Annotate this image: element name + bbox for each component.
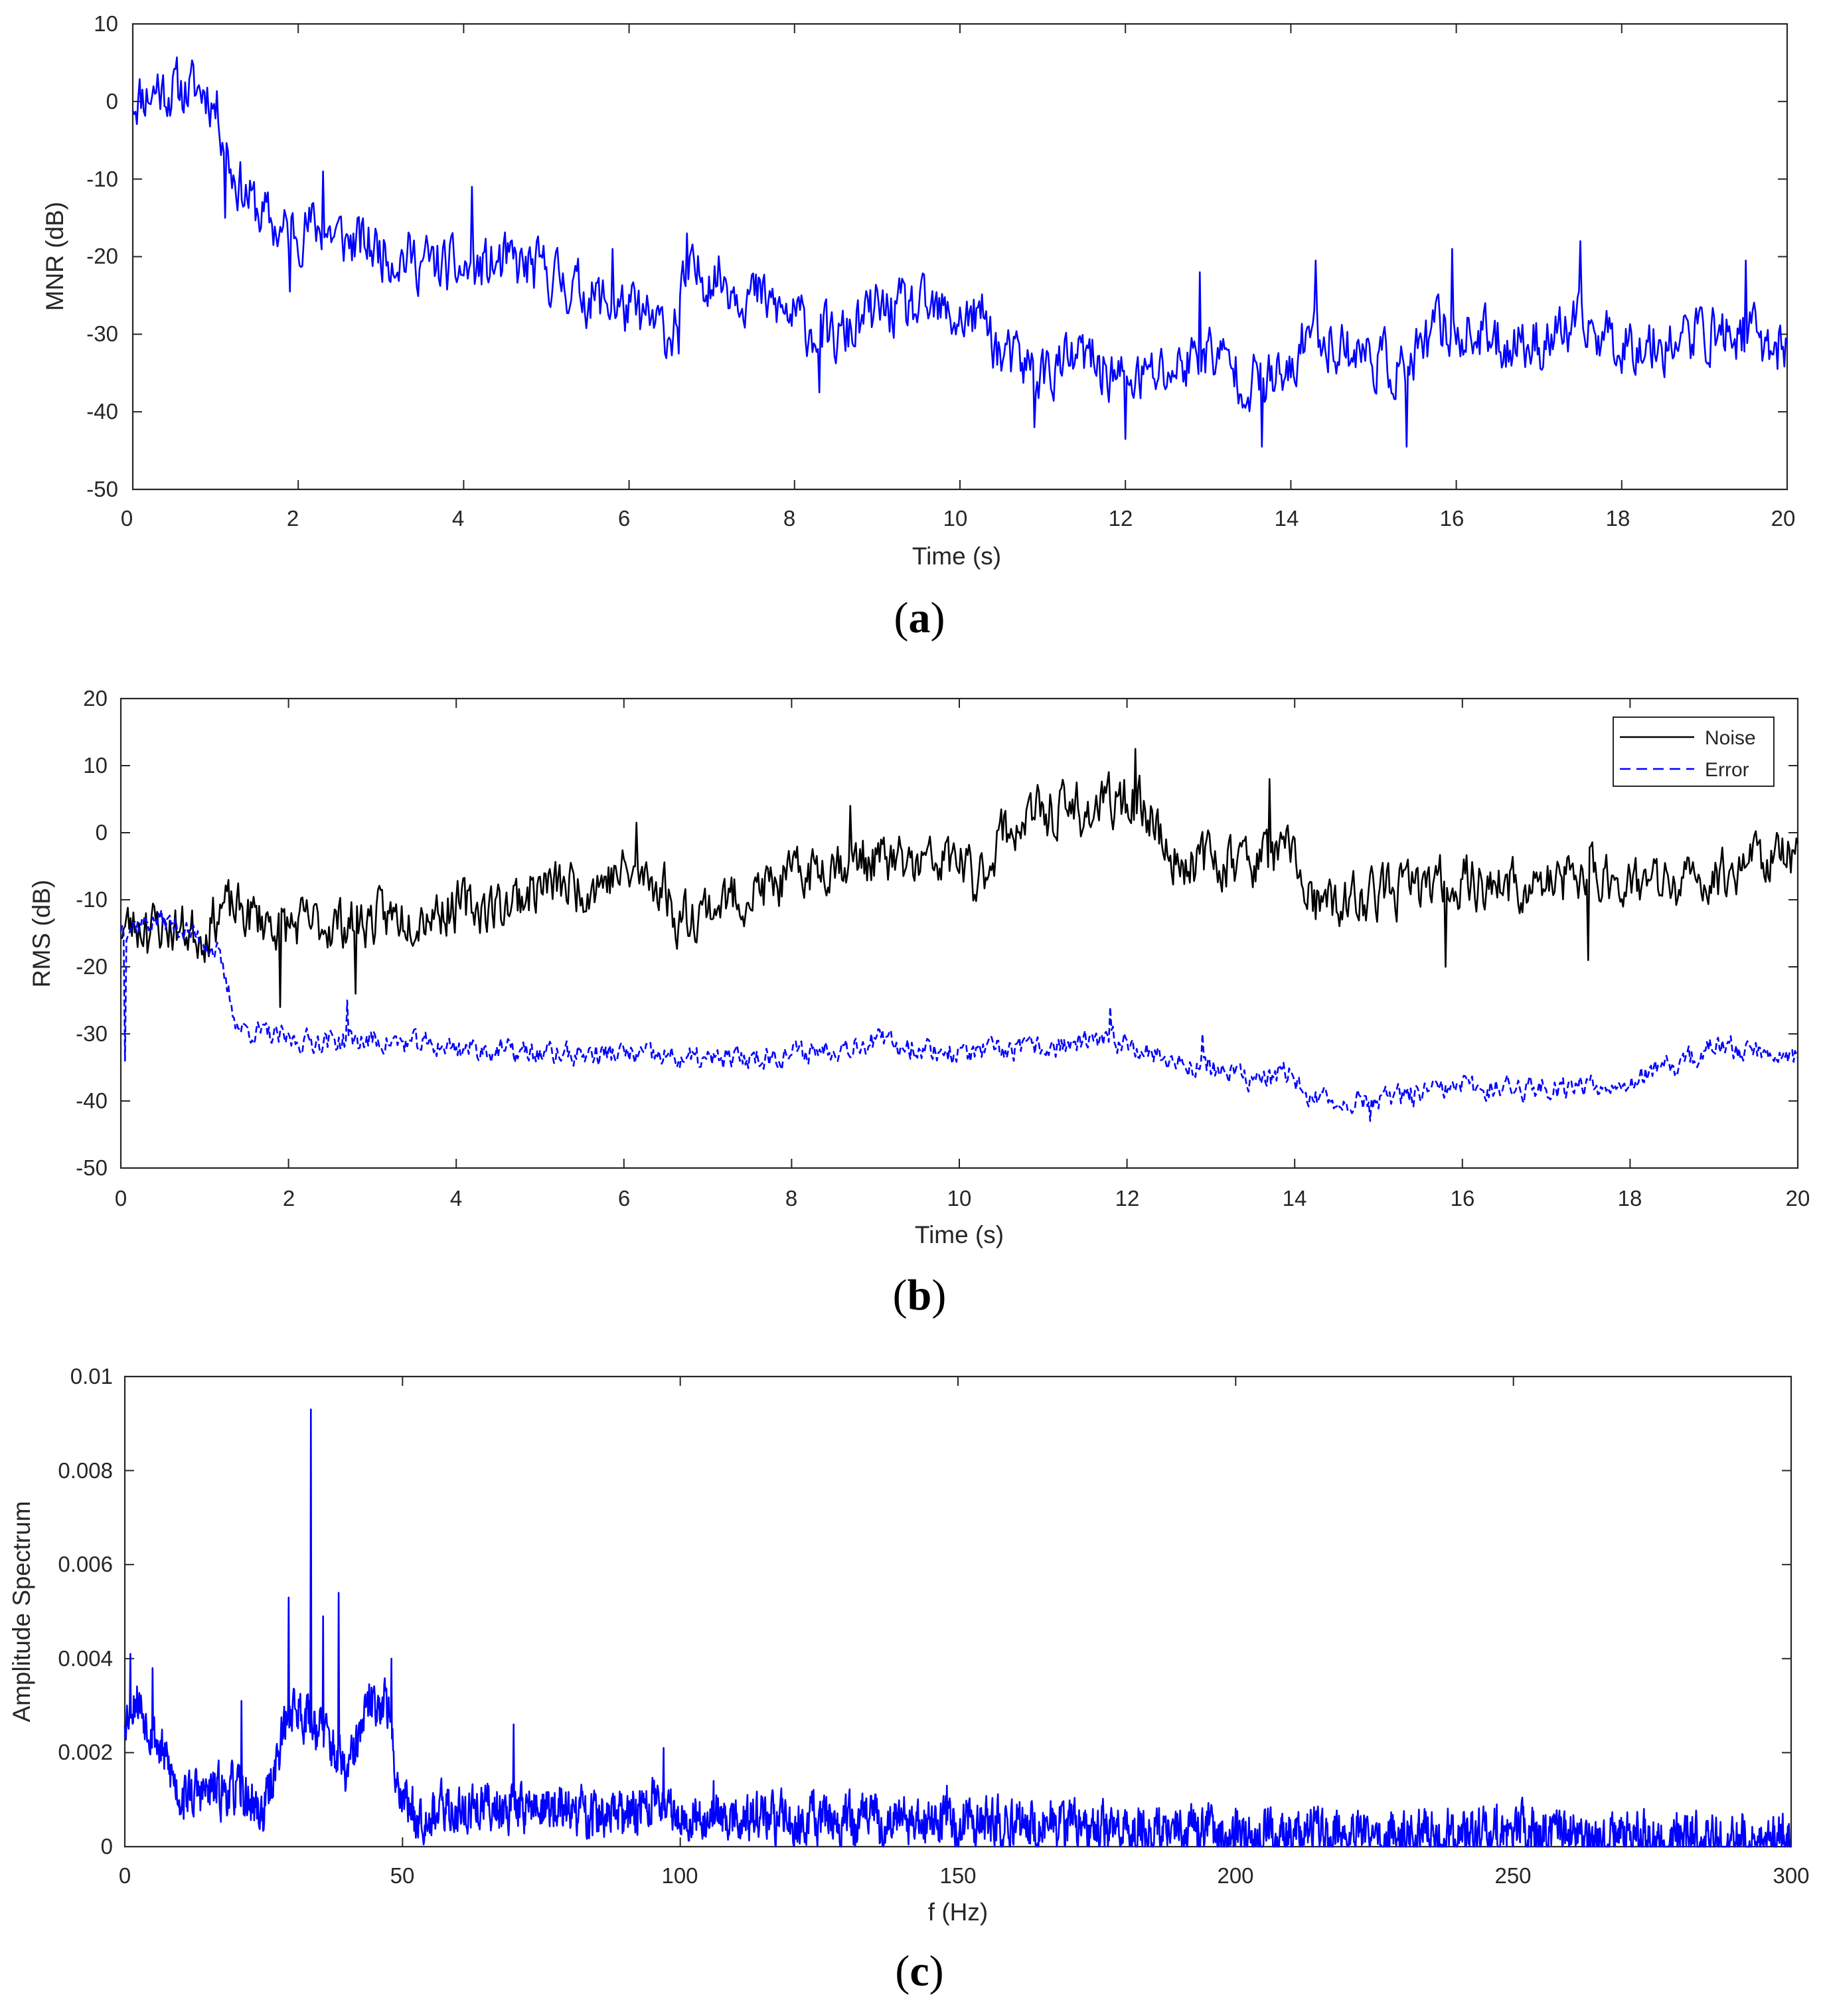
x-tick-label: 250	[1494, 1863, 1531, 1888]
series-line-noise	[120, 748, 1799, 1008]
x-tick-label: 0	[119, 1863, 131, 1888]
y-tick-label: -40	[76, 1088, 108, 1113]
caption-letter: c	[910, 1947, 929, 1995]
y-tick-label: -50	[86, 477, 118, 501]
y-tick-label: -10	[76, 887, 108, 912]
legend-box	[1613, 716, 1775, 787]
y-tick-label: -40	[86, 399, 118, 424]
x-tick-label: 8	[785, 1186, 797, 1211]
x-tick-labels-c: 0 50 100 150 200 250 300	[119, 1863, 1810, 1888]
x-tick-labels-b: 0 2 4 6 8 10 12 14 16 18 20	[115, 1186, 1810, 1211]
y-tick-label: -30	[86, 321, 118, 346]
x-tick-label: 2	[283, 1186, 295, 1211]
x-tick-label: 6	[618, 506, 630, 531]
x-axis-label-c: f (Hz)	[928, 1898, 988, 1926]
legend-label-error: Error	[1705, 759, 1749, 781]
x-tick-label: 4	[452, 506, 464, 531]
x-tick-label: 12	[1109, 506, 1133, 531]
caption-open: (	[895, 1947, 910, 1995]
y-tick-label: -50	[76, 1155, 108, 1180]
y-axis-label-a: MNR (dB)	[41, 202, 68, 311]
x-tick-label: 8	[783, 506, 795, 531]
x-tick-labels-a: 0 2 4 6 8 10 12 14 16 18 20	[121, 506, 1796, 531]
legend: Noise Error	[1613, 716, 1775, 787]
series-layer-a	[131, 56, 1788, 448]
series-layer-c	[123, 1408, 1792, 1848]
y-tick-label: 0	[106, 89, 118, 114]
caption-b: (b)	[893, 1271, 947, 1319]
x-tick-label: 2	[287, 506, 299, 531]
x-tick-label: 10	[943, 506, 968, 531]
y-tick-labels-a: 10 0 -10 -20 -30 -40 -50	[86, 11, 118, 501]
series-line-amplitude	[123, 1408, 1792, 1848]
panel-a: 0 2 4 6 8 10 12 14 16 18 20 10 0 -10 -20…	[41, 11, 1795, 642]
y-tick-label: -10	[86, 167, 118, 191]
y-tick-labels-b: 20 10 0 -10 -20 -30 -40 -50	[76, 686, 108, 1180]
caption-a: (a)	[894, 594, 945, 642]
y-tick-label: 0.01	[70, 1364, 113, 1388]
tick-marks-b	[120, 698, 1798, 1169]
y-tick-label: 0.006	[58, 1552, 113, 1576]
y-tick-label: 0	[101, 1834, 113, 1859]
x-tick-label: 14	[1283, 1186, 1307, 1211]
x-tick-label: 18	[1618, 1186, 1642, 1211]
x-tick-label: 100	[661, 1863, 698, 1888]
x-tick-label: 10	[947, 1186, 972, 1211]
y-tick-label: 20	[83, 686, 108, 711]
y-tick-label: -30	[76, 1021, 108, 1046]
y-tick-labels-c: 0.01 0.008 0.006 0.004 0.002 0	[58, 1364, 113, 1859]
x-tick-label: 300	[1773, 1863, 1809, 1888]
x-tick-label: 12	[1115, 1186, 1140, 1211]
tick-marks-a	[132, 23, 1788, 490]
plot-frame-c	[123, 1375, 1792, 1848]
y-tick-label: 0.004	[58, 1646, 113, 1671]
x-tick-label: 0	[121, 506, 133, 531]
tick-marks-c	[124, 1376, 1792, 1847]
caption-open: (	[894, 594, 909, 642]
x-tick-label: 4	[450, 1186, 462, 1211]
x-tick-label: 16	[1440, 506, 1465, 531]
caption-close: )	[929, 1947, 944, 1995]
caption-c: (c)	[895, 1947, 943, 1995]
x-axis-label-a: Time (s)	[912, 543, 1001, 570]
panel-c: 0 50 100 150 200 250 300 0.01 0.008 0.00…	[8, 1364, 1810, 1995]
x-tick-label: 16	[1451, 1186, 1475, 1211]
panel-b: 0 2 4 6 8 10 12 14 16 18 20 20 10 0 -10 …	[28, 686, 1810, 1319]
x-tick-label: 20	[1786, 1186, 1810, 1211]
y-tick-label: -20	[76, 954, 108, 979]
x-tick-label: 6	[618, 1186, 630, 1211]
y-axis-label-c: Amplitude Spectrum	[8, 1501, 35, 1722]
series-line-mnr	[131, 56, 1788, 448]
x-axis-label-b: Time (s)	[915, 1221, 1004, 1248]
x-tick-label: 0	[115, 1186, 127, 1211]
y-tick-label: 0.002	[58, 1740, 113, 1764]
y-axis-label-b: RMS (dB)	[28, 880, 55, 987]
caption-close: )	[931, 594, 945, 642]
y-tick-label: 10	[83, 753, 108, 778]
series-layer-b	[119, 748, 1799, 1122]
legend-label-noise: Noise	[1705, 727, 1756, 749]
caption-close: )	[931, 1271, 946, 1319]
y-tick-label: 0	[96, 820, 108, 845]
y-tick-label: 10	[94, 11, 118, 36]
x-tick-label: 14	[1275, 506, 1299, 531]
caption-letter: b	[908, 1271, 932, 1319]
x-tick-label: 20	[1771, 506, 1796, 531]
caption-open: (	[893, 1271, 908, 1319]
x-tick-label: 18	[1606, 506, 1630, 531]
caption-letter: a	[909, 594, 931, 642]
x-tick-label: 150	[939, 1863, 976, 1888]
x-tick-label: 50	[390, 1863, 415, 1888]
y-tick-label: -20	[86, 244, 118, 268]
y-tick-label: 0.008	[58, 1458, 113, 1483]
x-tick-label: 200	[1217, 1863, 1253, 1888]
series-line-error	[119, 908, 1799, 1122]
